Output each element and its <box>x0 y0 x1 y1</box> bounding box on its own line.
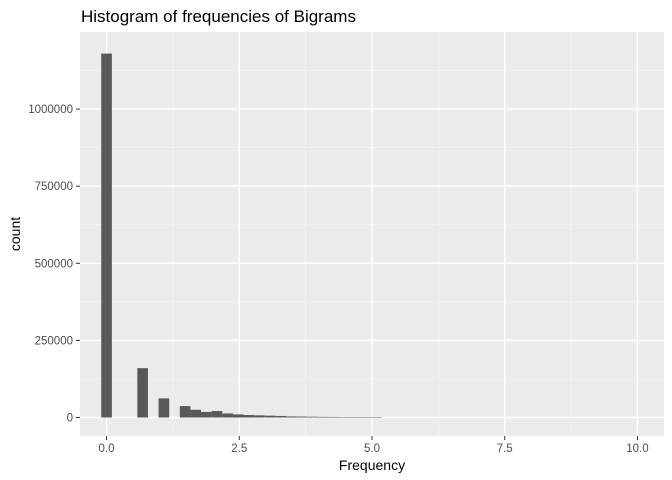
histogram-bar <box>190 409 202 418</box>
histogram-bar <box>328 416 340 418</box>
histogram-bars <box>101 53 382 418</box>
histogram-bar <box>222 413 233 418</box>
x-tick-label: 7.5 <box>497 443 513 455</box>
histogram-bar <box>137 368 148 418</box>
y-axis: 0 250000 500000 750000 1000000 <box>28 104 80 424</box>
histogram-bar <box>370 417 382 418</box>
histogram-bar <box>339 417 350 418</box>
histogram-bar <box>285 416 297 418</box>
histogram-bar <box>275 415 286 418</box>
histogram-bar <box>296 416 308 418</box>
x-tick-label: 10.0 <box>626 443 648 455</box>
histogram-bar <box>232 414 244 418</box>
x-tick-label: 5.0 <box>364 443 380 455</box>
x-tick-label: 2.5 <box>231 443 247 455</box>
histogram-bar <box>349 417 361 418</box>
y-tick-label: 750000 <box>35 181 73 193</box>
histogram-bar <box>243 415 255 418</box>
histogram-bar <box>254 415 265 418</box>
histogram-bar <box>307 416 318 418</box>
y-tick-label: 500000 <box>35 258 73 270</box>
y-tick-label: 0 <box>67 412 73 424</box>
histogram-bar <box>211 411 223 418</box>
histogram-bar <box>101 53 112 418</box>
x-tick-label: 0.0 <box>99 443 115 455</box>
y-tick-label: 250000 <box>35 335 73 347</box>
histogram-bar <box>179 406 191 418</box>
chart-title: Histogram of frequencies of Bigrams <box>81 7 356 26</box>
y-axis-title: count <box>7 217 23 251</box>
histogram-bar <box>158 398 170 418</box>
histogram-bar <box>201 411 212 418</box>
x-axis-title: Frequency <box>339 457 405 473</box>
x-axis: 0.0 2.5 5.0 7.5 10.0 <box>99 436 649 455</box>
y-tick-label: 1000000 <box>28 104 73 116</box>
histogram-bar <box>360 417 371 418</box>
histogram-bar <box>317 416 329 418</box>
histogram-bar <box>264 415 276 418</box>
